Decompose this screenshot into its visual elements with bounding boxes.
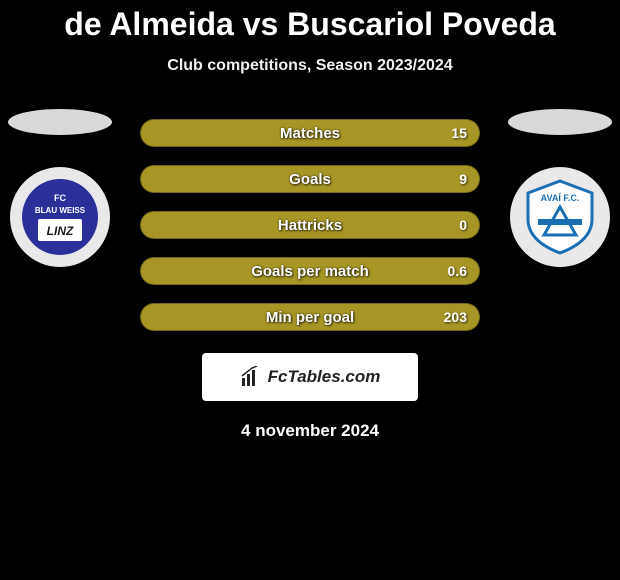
right-club-badge: AVAÍ F.C.	[510, 167, 610, 267]
stat-bar-hattricks: Hattricks 0	[140, 211, 480, 239]
stat-value-right: 0.6	[448, 263, 467, 279]
stat-bars: Matches 15 Goals 9 Hattricks 0 Goals per…	[140, 119, 480, 331]
left-club-badge: FC BLAU WEISS LINZ	[10, 167, 110, 267]
stat-value-right: 0	[459, 217, 467, 233]
svg-text:LINZ: LINZ	[47, 224, 74, 238]
right-player-column: AVAÍ F.C.	[508, 109, 612, 267]
watermark-text: FcTables.com	[268, 367, 381, 387]
stat-label: Hattricks	[278, 217, 342, 234]
linz-badge-icon: FC BLAU WEISS LINZ	[20, 177, 100, 257]
chart-icon	[240, 366, 262, 388]
left-player-ellipse	[8, 109, 112, 135]
stat-value-right: 9	[459, 171, 467, 187]
stat-label: Goals	[289, 171, 331, 188]
left-player-column: FC BLAU WEISS LINZ	[8, 109, 112, 267]
svg-text:AVAÍ F.C.: AVAÍ F.C.	[541, 193, 580, 203]
stat-label: Min per goal	[266, 309, 354, 326]
stat-label: Matches	[280, 125, 340, 142]
stat-value-right: 203	[444, 309, 467, 325]
comparison-main: FC BLAU WEISS LINZ AVAÍ F.C. Matches 15 …	[0, 119, 620, 441]
stat-bar-goals: Goals 9	[140, 165, 480, 193]
stat-bar-matches: Matches 15	[140, 119, 480, 147]
avai-badge-icon: AVAÍ F.C.	[518, 175, 602, 259]
page-title: de Almeida vs Buscariol Poveda	[0, 0, 620, 43]
update-date: 4 november 2024	[0, 421, 620, 441]
stat-bar-goals-per-match: Goals per match 0.6	[140, 257, 480, 285]
right-player-ellipse	[508, 109, 612, 135]
stat-value-right: 15	[451, 125, 467, 141]
svg-text:BLAU WEISS: BLAU WEISS	[35, 206, 86, 215]
page-subtitle: Club competitions, Season 2023/2024	[0, 57, 620, 75]
stat-bar-min-per-goal: Min per goal 203	[140, 303, 480, 331]
svg-text:FC: FC	[54, 193, 66, 203]
watermark: FcTables.com	[202, 353, 418, 401]
stat-label: Goals per match	[251, 263, 369, 280]
